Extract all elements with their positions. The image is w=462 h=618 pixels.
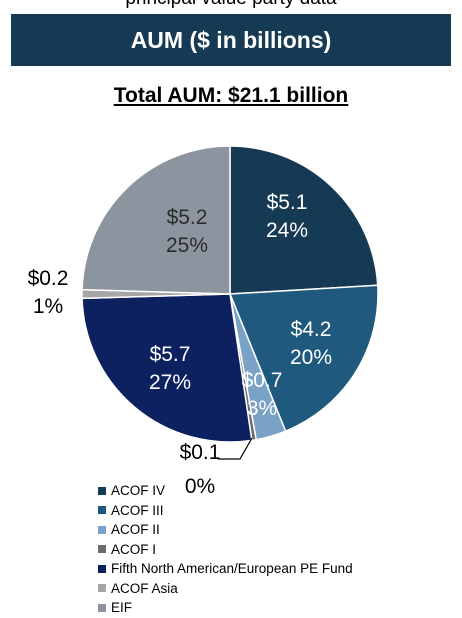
data-label-percent-acof-ii: 3% xyxy=(247,397,277,420)
legend-item-fifth-north-american-european-pe-fund: Fifth North American/European PE Fund xyxy=(98,559,353,579)
legend: ACOF IV ACOF III ACOF II ACOF I Fifth North … xyxy=(98,481,353,618)
chart-title: Total AUM: $21.1 billion xyxy=(113,84,349,107)
data-label-value-acof-i: $0.1 xyxy=(180,441,221,464)
legend-item-acof-iv: ACOF IV xyxy=(98,481,353,501)
data-label-value-acof-ii: $0.7 xyxy=(242,369,283,392)
legend-item-eif: EIF xyxy=(98,598,353,618)
legend-item-acof-i: ACOF I xyxy=(98,540,353,560)
header-title: AUM ($ in billions) xyxy=(130,26,332,53)
header-bar: AUM ($ in billions) xyxy=(11,14,451,66)
legend-swatch xyxy=(98,584,106,593)
data-label-value-eif: $5.2 xyxy=(167,206,208,229)
pie-chart: $5.1 24% $4.2 20% $0.7 3% $0.1 0% $5.7 27% $0.2 1% $… xyxy=(28,145,379,498)
legend-label: ACOF II xyxy=(111,522,160,538)
legend-swatch xyxy=(98,545,106,554)
legend-label: EIF xyxy=(111,600,133,616)
legend-item-acof-ii: ACOF II xyxy=(98,520,353,540)
legend-swatch xyxy=(98,486,106,495)
legend-item-acof-asia: ACOF Asia xyxy=(98,579,353,599)
pie-slice-fifth-north-american-european-pe-fund xyxy=(81,293,253,443)
legend-label: ACOF IV xyxy=(111,483,166,499)
legend-label: ACOF III xyxy=(111,502,164,518)
legend-label: Fifth North American/European PE Fund xyxy=(111,561,353,577)
legend-label: ACOF Asia xyxy=(111,580,178,596)
pie-slice-acof-iii xyxy=(228,284,379,433)
legend-label: ACOF I xyxy=(111,541,157,557)
data-label-value-fifth-north-american-european-pe-fund: $5.7 xyxy=(150,343,191,366)
data-label-percent-fifth-north-american-european-pe-fund: 27% xyxy=(149,371,191,394)
legend-swatch xyxy=(98,506,106,515)
data-label-value-acof-asia: $0.2 xyxy=(28,267,69,290)
data-label-value-acof-iv: $5.1 xyxy=(267,191,308,214)
data-label-percent-eif: 25% xyxy=(166,234,208,257)
data-label-percent-acof-iii: 20% xyxy=(290,346,332,369)
pie-slice-acof-iv xyxy=(229,145,379,295)
pie-slice-eif xyxy=(81,145,231,295)
top-caption: principal value party data xyxy=(0,0,462,10)
data-label-percent-acof-asia: 1% xyxy=(33,295,63,318)
legend-item-acof-iii: ACOF III xyxy=(98,501,353,521)
data-label-percent-acof-iv: 24% xyxy=(266,219,308,242)
data-label-percent-acof-i: 0% xyxy=(185,475,215,498)
data-label-value-acof-iii: $4.2 xyxy=(291,318,332,341)
legend-swatch xyxy=(98,525,106,534)
legend-swatch xyxy=(98,564,106,573)
leader-line-acof-i xyxy=(218,437,253,460)
